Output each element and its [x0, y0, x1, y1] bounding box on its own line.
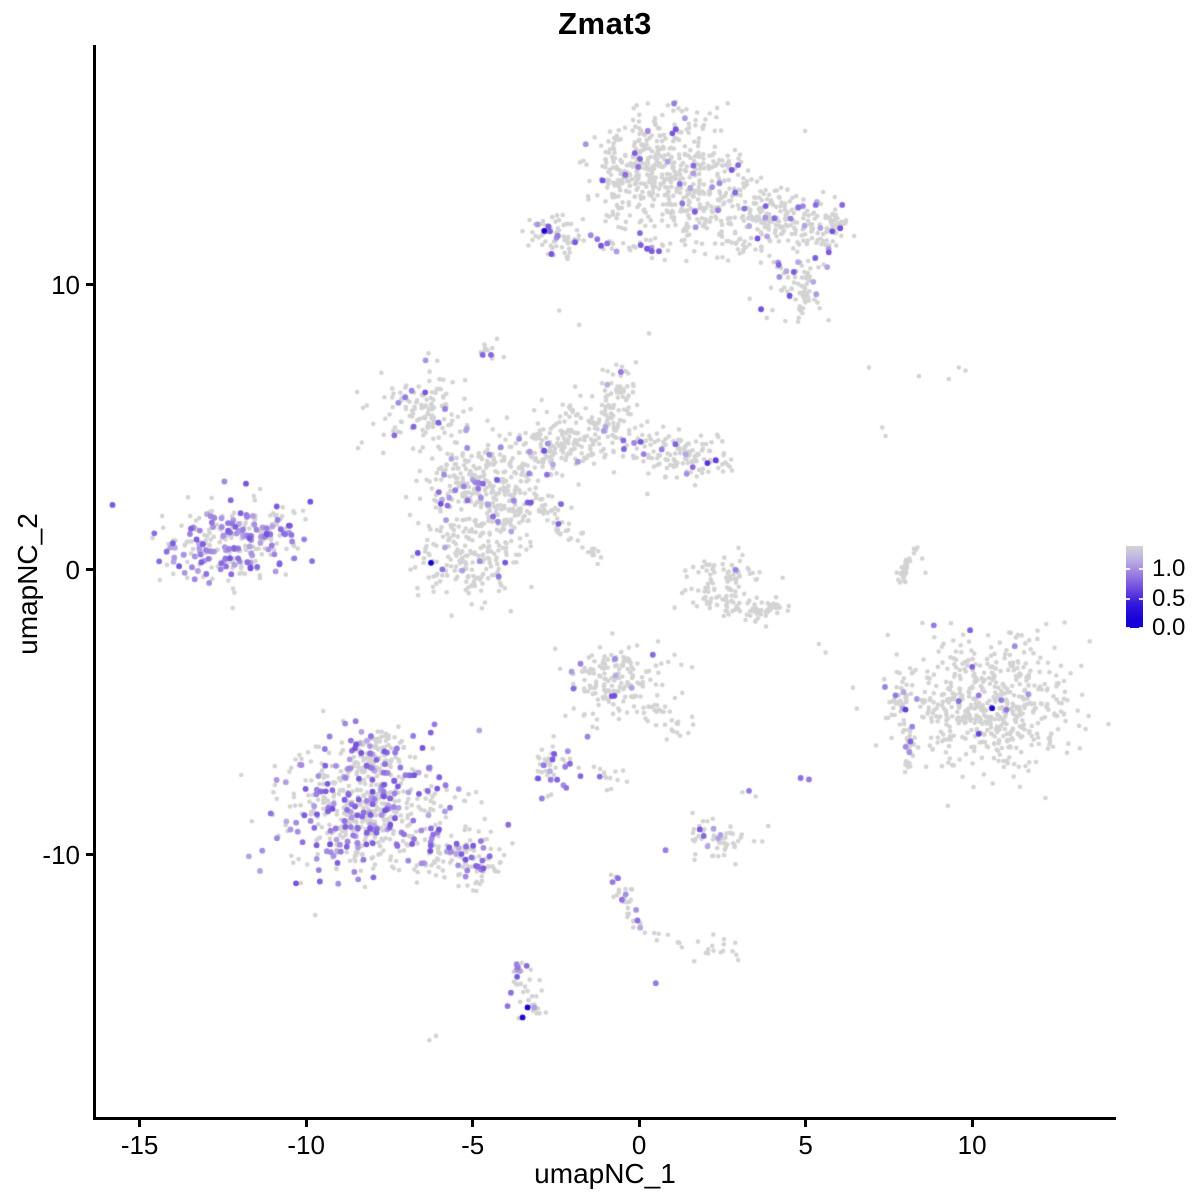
x-tick-mark: [304, 1118, 308, 1127]
x-tick-label: -10: [287, 1130, 325, 1160]
y-axis-line: [93, 45, 96, 1120]
y-tick-mark: [86, 568, 95, 572]
expression-legend: 1.0 0.5 0.0: [1126, 546, 1200, 646]
legend-tick-label: 1.0: [1152, 555, 1186, 583]
chart-title: Zmat3: [558, 6, 652, 41]
y-tick-mark: [86, 853, 95, 857]
x-tick-mark: [138, 1118, 142, 1127]
legend-tick-label: 0.5: [1152, 584, 1186, 612]
x-tick-label: 5: [798, 1130, 813, 1160]
y-tick-label: 0: [65, 554, 80, 585]
x-tick-label: -15: [120, 1130, 159, 1160]
legend-tick-notch: [1126, 627, 1130, 629]
x-tick-label: 10: [957, 1130, 987, 1160]
x-tick-mark: [804, 1118, 808, 1127]
legend-tick-notch: [1126, 568, 1130, 571]
y-tick-mark: [86, 283, 95, 287]
x-tick-label: -5: [461, 1130, 485, 1160]
legend-tick-notch: [1139, 627, 1143, 629]
x-tick-mark: [471, 1118, 475, 1127]
x-tick-label: 0: [631, 1130, 647, 1160]
y-tick-label: 10: [51, 269, 80, 300]
x-tick-mark: [970, 1118, 974, 1127]
x-tick-mark: [637, 1118, 641, 1127]
y-tick-label: -10: [42, 839, 80, 870]
x-axis-title: umapNC_1: [534, 1158, 676, 1189]
legend-tick-label: 0.0: [1152, 614, 1186, 641]
y-axis-title: umapNC_2: [12, 513, 43, 655]
legend-tick-notch: [1139, 568, 1143, 571]
legend-tick-notch: [1126, 597, 1130, 600]
x-axis-line: [93, 1117, 1116, 1120]
legend-tick-notch: [1139, 597, 1143, 600]
legend-gradient-bar: [1126, 546, 1143, 628]
